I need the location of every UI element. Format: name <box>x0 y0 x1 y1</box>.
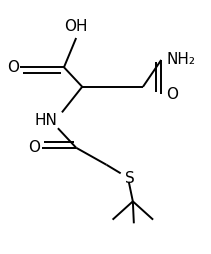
Text: NH₂: NH₂ <box>166 52 195 68</box>
Text: HN: HN <box>34 113 57 128</box>
Text: O: O <box>28 140 40 155</box>
Text: O: O <box>166 87 178 102</box>
Text: O: O <box>7 60 19 75</box>
Text: OH: OH <box>64 19 88 34</box>
Text: S: S <box>125 171 134 186</box>
